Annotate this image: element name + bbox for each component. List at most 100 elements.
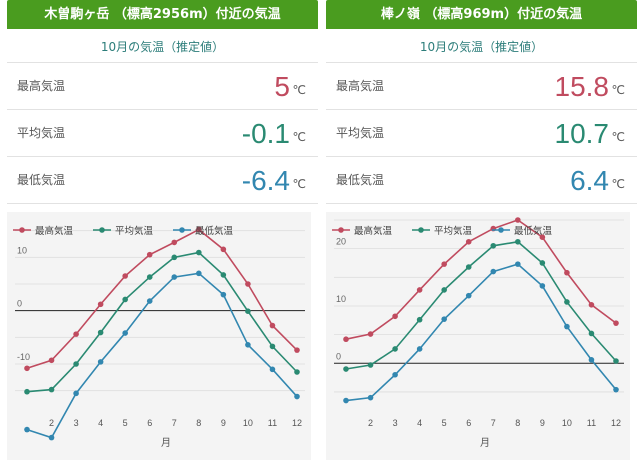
data-point — [465, 264, 472, 270]
data-point — [48, 434, 55, 441]
data-point — [613, 386, 619, 393]
min-temp-unit: ℃ — [292, 177, 306, 191]
data-point — [588, 302, 595, 308]
data-point — [73, 361, 79, 367]
legend-label: 最高気温 — [35, 225, 74, 237]
data-point — [171, 239, 178, 246]
data-point — [613, 358, 619, 364]
x-tick-label: 9 — [221, 418, 226, 428]
data-point — [515, 261, 521, 267]
x-tick-label: 8 — [515, 418, 520, 428]
avg-temp-row: 平均気温 -0.1 ℃ — [7, 110, 318, 157]
x-tick-label: 5 — [442, 418, 447, 428]
data-point — [73, 331, 79, 337]
legend-label: 平均気温 — [434, 225, 473, 237]
data-point — [294, 369, 300, 375]
series-line — [345, 263, 617, 402]
data-point — [465, 292, 472, 299]
legend-marker — [99, 227, 105, 233]
data-point — [343, 366, 349, 372]
data-point — [122, 273, 128, 279]
data-point — [196, 226, 202, 233]
max-temp-row: 最高気温 5 ℃ — [7, 63, 318, 110]
data-point — [294, 393, 300, 400]
y-tick-label: 0 — [336, 351, 341, 361]
data-point — [269, 366, 276, 373]
data-point — [539, 260, 546, 266]
x-tick-label: 2 — [368, 418, 373, 428]
data-point — [392, 346, 398, 352]
data-point — [416, 316, 423, 323]
x-tick-label: 9 — [540, 418, 545, 428]
data-point — [515, 238, 521, 245]
chart-background — [7, 212, 311, 460]
data-point — [367, 362, 374, 368]
x-tick-label: 7 — [172, 418, 177, 428]
panel-bonomine: 棒ノ嶺 （標高969m）付近の気温 10月の気温（推定値） 最高気温 15.8 … — [326, 0, 637, 460]
data-point — [122, 296, 128, 303]
data-point — [73, 390, 79, 397]
x-tick-label: 8 — [196, 418, 201, 428]
x-tick-label: 5 — [123, 418, 128, 428]
legend-label: 平均気温 — [115, 225, 154, 237]
y-tick-label: 10 — [336, 294, 346, 304]
y-tick-label: 20 — [336, 237, 346, 247]
data-point — [24, 426, 30, 433]
data-point — [539, 234, 546, 240]
data-point — [97, 359, 104, 365]
max-temp-row: 最高気温 15.8 ℃ — [326, 63, 637, 110]
chart-svg: 20 10 0 2 3 4 5 6 7 8 9 10 11 12 月 最高気温 平均気温 最低気温 — [326, 212, 630, 460]
data-point — [196, 270, 202, 277]
data-point — [97, 329, 104, 336]
x-axis-label: 月 — [480, 437, 490, 449]
data-point — [343, 397, 349, 404]
panel-title: 木曽駒ヶ岳 （標高2956m）付近の気温 — [7, 0, 318, 29]
data-point — [122, 330, 128, 336]
data-point — [490, 268, 497, 275]
data-point — [24, 388, 30, 395]
data-point — [48, 357, 55, 364]
y-tick-label: -10 — [17, 352, 30, 362]
avg-temp-label: 平均気温 — [336, 126, 385, 140]
data-point — [441, 287, 447, 293]
data-point — [48, 386, 55, 393]
chart-svg: 10 0 -10 2 3 4 5 6 7 8 9 10 11 12 月 最高気温 平均気温 最低気温 — [7, 212, 311, 460]
y-tick-label: 10 — [17, 245, 27, 255]
x-tick-label: 10 — [243, 418, 253, 428]
data-point — [24, 365, 30, 372]
data-point — [490, 242, 497, 249]
x-tick-label: 4 — [417, 418, 422, 428]
data-point — [367, 394, 374, 401]
data-point — [416, 287, 423, 293]
x-tick-label: 2 — [49, 418, 54, 428]
data-point — [515, 217, 521, 223]
data-point — [245, 308, 251, 314]
avg-temp-label: 平均気温 — [17, 126, 66, 140]
legend-label: 最高気温 — [354, 225, 393, 237]
legend-marker — [338, 227, 344, 233]
data-point — [245, 281, 251, 287]
min-temp-value: -6.4 — [241, 165, 290, 196]
data-point — [588, 357, 595, 363]
legend-marker — [19, 227, 25, 233]
panel-kisokomagatake: 木曽駒ヶ岳 （標高2956m）付近の気温 10月の気温（推定値） 最高気温 5 … — [7, 0, 318, 460]
data-point — [588, 330, 595, 337]
max-temp-value: 5 — [274, 71, 290, 102]
x-tick-label: 10 — [562, 418, 572, 428]
series-line — [345, 240, 617, 370]
temperature-chart: 10 0 -10 2 3 4 5 6 7 8 9 10 11 12 月 最高気温 平均気温 最低気温 — [7, 212, 311, 460]
x-tick-label: 3 — [393, 418, 398, 428]
min-temp-label: 最低気温 — [17, 173, 66, 187]
x-tick-label: 11 — [268, 418, 277, 428]
data-point — [269, 322, 276, 329]
legend-label: 最低気温 — [514, 225, 553, 237]
series-line — [26, 251, 298, 393]
data-point — [416, 346, 423, 352]
legend-label: 最低気温 — [195, 225, 234, 237]
data-point — [343, 336, 349, 343]
data-point — [220, 246, 227, 253]
legend-marker — [418, 227, 424, 233]
min-temp-row: 最低気温 -6.4 ℃ — [7, 157, 318, 204]
data-point — [441, 261, 447, 267]
avg-temp-value: 10.7 — [554, 118, 610, 149]
